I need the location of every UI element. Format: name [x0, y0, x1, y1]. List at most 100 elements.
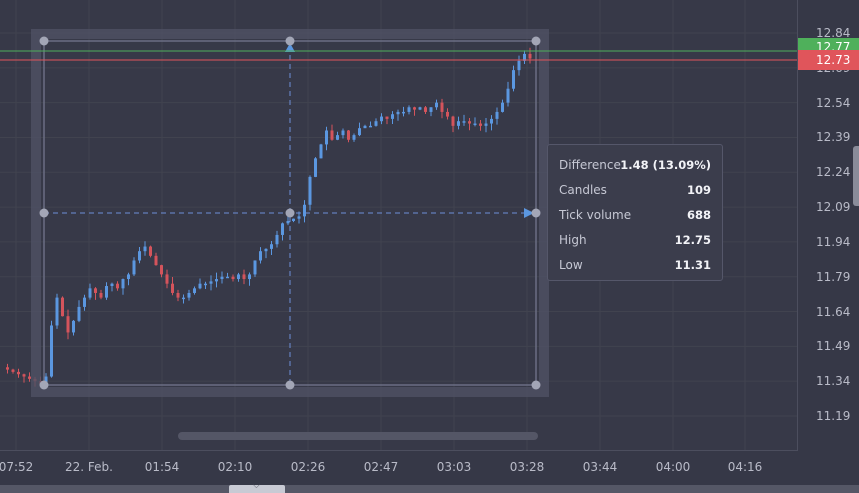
candle-body: [116, 283, 119, 289]
candle-body: [325, 130, 328, 145]
candle-body: [297, 216, 301, 219]
candle-body: [363, 125, 367, 129]
candle-body: [407, 107, 411, 112]
time-tick-label: 04:16: [727, 460, 763, 474]
candle-body: [231, 276, 235, 280]
tick-volume-row: Tick volume 688: [559, 206, 711, 224]
chevron-left-icon[interactable]: [853, 146, 859, 206]
price-axis[interactable]: 12.8412.6912.5412.3912.2412.0911.9411.79…: [798, 0, 859, 450]
candle-body: [138, 251, 141, 261]
candle-body: [182, 297, 185, 300]
selection-frame: [31, 29, 549, 397]
price-tick-label: 11.34: [816, 374, 851, 389]
selection-handle[interactable]: [39, 208, 49, 218]
price-tick-label: 11.49: [816, 339, 851, 354]
candle-body: [457, 121, 460, 126]
candle-body: [127, 274, 130, 280]
time-tick-label: 22. Feb.: [65, 460, 113, 474]
candle-body: [160, 265, 163, 275]
arrow-right-icon: [524, 208, 534, 218]
candle-body: [281, 223, 284, 235]
candle-body: [369, 125, 372, 128]
high-label: High: [559, 233, 587, 247]
selection-handle[interactable]: [285, 380, 295, 390]
candle-body: [352, 135, 356, 140]
price-tick-label: 11.79: [816, 269, 851, 284]
difference-row: Difference 1.48 (13.09%): [559, 156, 711, 174]
candle-body: [72, 320, 75, 333]
candle-body: [468, 121, 471, 124]
time-tick-label: 01:54: [144, 460, 180, 474]
candle-body: [429, 107, 433, 112]
candle-body: [193, 288, 196, 293]
selection-handle[interactable]: [285, 36, 295, 46]
selection-handle[interactable]: [531, 208, 541, 218]
candle-body: [270, 244, 273, 249]
candlestick-chart[interactable]: [0, 0, 797, 450]
selection-handle[interactable]: [39, 380, 49, 390]
candle-body: [501, 102, 504, 112]
candle-body: [55, 297, 59, 326]
candle-body: [110, 283, 114, 287]
selection-handle[interactable]: [531, 36, 541, 46]
low-label: Low: [559, 258, 583, 272]
candles-row: Candles 109: [559, 181, 711, 199]
candle-body: [292, 218, 295, 222]
candle-body: [11, 369, 15, 372]
candle-body: [264, 248, 268, 252]
tick-volume-label: Tick volume: [559, 208, 632, 222]
chart-grid: [0, 0, 797, 450]
candle-body: [473, 123, 477, 126]
candle-body: [391, 114, 394, 119]
candle-body: [132, 260, 136, 275]
collapse-panel-button[interactable]: ⌵: [229, 481, 285, 493]
candle-body: [374, 121, 378, 126]
candle-body: [462, 121, 466, 123]
candles-layer: [6, 47, 532, 387]
time-tick-label: 03:28: [509, 460, 545, 474]
candle-body: [88, 288, 92, 298]
candle-body: [303, 204, 306, 217]
candle-body: [490, 118, 493, 124]
price-tick-label: 12.24: [816, 165, 851, 180]
arrow-up-icon: [285, 43, 295, 52]
selection-handle[interactable]: [531, 380, 541, 390]
candle-body: [50, 325, 53, 377]
candle-body: [165, 274, 169, 284]
candle-body: [418, 107, 422, 110]
time-axis[interactable]: 07:52 22. Feb. 01:54 02:10 02:26 02:47 03:03 03…: [0, 451, 797, 485]
candle-body: [308, 176, 312, 205]
price-tick-label: 12.09: [816, 200, 851, 215]
candle-body: [528, 53, 532, 59]
measurement-panel: Difference 1.48 (13.09%) Candles 109 Tic…: [547, 144, 723, 281]
candle-body: [220, 276, 224, 280]
candle-body: [275, 234, 279, 245]
candle-body: [506, 88, 510, 103]
candle-body: [330, 130, 334, 140]
time-tick-label: 02:26: [290, 460, 326, 474]
chevron-down-icon: ⌵: [253, 481, 260, 491]
time-tick-label: 04:00: [655, 460, 691, 474]
candle-body: [66, 316, 70, 333]
candle-body: [259, 251, 262, 261]
candles-label: Candles: [559, 183, 607, 197]
price-tick-label: 12.39: [816, 130, 851, 145]
time-tick-label: 02:47: [363, 460, 399, 474]
candle-body: [413, 107, 416, 110]
time-tick-label: 07:52: [0, 460, 34, 474]
selection-handle[interactable]: [285, 208, 295, 218]
candle-body: [198, 283, 202, 289]
candle-body: [149, 246, 152, 256]
price-tick-label: 11.94: [816, 234, 851, 249]
candle-body: [226, 276, 229, 279]
candle-body: [523, 53, 526, 61]
price-tick-label: 11.64: [816, 304, 851, 319]
horizontal-scrollbar[interactable]: [178, 432, 538, 440]
candle-body: [237, 274, 240, 280]
candle-body: [6, 367, 9, 370]
bid-price-badge: 12.73: [798, 50, 859, 70]
time-tick-label: 03:03: [436, 460, 472, 474]
selection-handle[interactable]: [39, 36, 49, 46]
candle-body: [143, 246, 147, 252]
candle-body: [187, 292, 191, 298]
